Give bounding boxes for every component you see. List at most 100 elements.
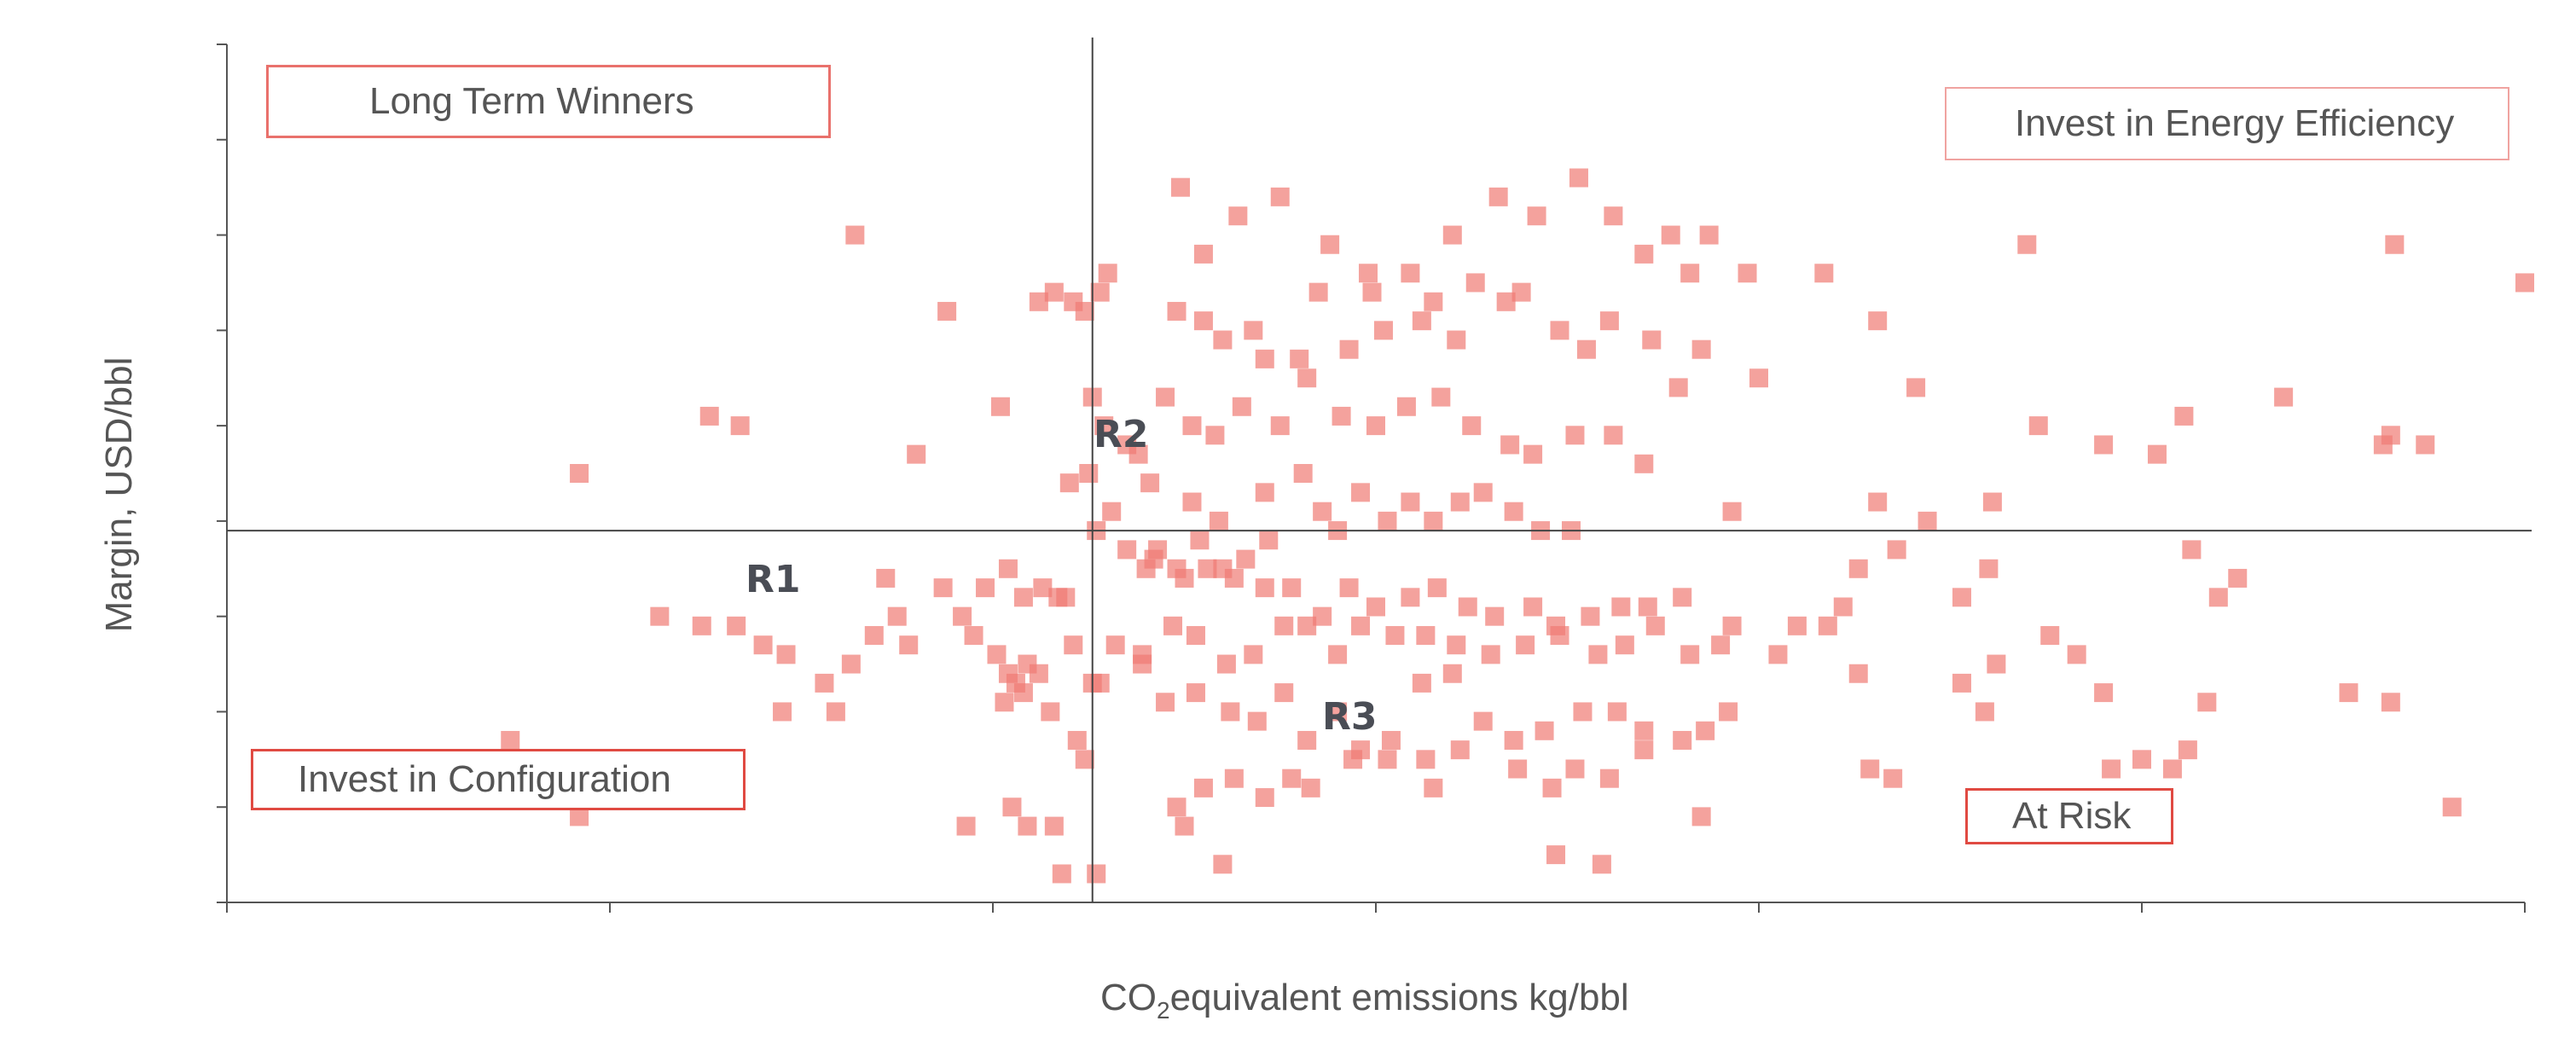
data-point	[1546, 845, 1566, 865]
data-point	[1565, 759, 1585, 779]
data-point	[1282, 578, 1302, 598]
data-point	[1378, 750, 1397, 769]
data-point	[1381, 730, 1401, 750]
data-point	[1075, 750, 1094, 769]
data-point	[1673, 730, 1692, 750]
data-point	[1401, 264, 1420, 283]
data-point	[1638, 597, 1657, 617]
data-point	[1044, 816, 1064, 836]
data-point	[841, 654, 861, 674]
data-point	[1473, 711, 1493, 731]
data-point	[2094, 683, 2114, 703]
data-point	[1366, 416, 1385, 436]
data-point	[1339, 578, 1359, 598]
data-point	[1906, 378, 1926, 397]
data-point	[1244, 321, 1263, 340]
data-point	[826, 702, 845, 722]
data-point	[1056, 588, 1076, 607]
data-point	[753, 635, 773, 655]
data-point	[1270, 416, 1290, 436]
data-point	[1247, 711, 1267, 731]
data-point	[1182, 492, 1202, 512]
data-point	[1447, 330, 1466, 350]
data-point	[1156, 693, 1175, 712]
quadrant-label-text: Invest in Configuration	[298, 758, 671, 800]
data-point	[1013, 588, 1033, 607]
data-point	[1711, 635, 1731, 655]
data-point	[1473, 483, 1493, 502]
data-point	[1193, 311, 1213, 331]
data-point	[2515, 273, 2534, 293]
data-point	[1255, 578, 1274, 598]
data-point	[2197, 693, 2217, 712]
axes	[217, 44, 2526, 913]
data-point	[730, 416, 750, 436]
data-point	[1634, 721, 1654, 740]
data-point	[2174, 406, 2194, 426]
data-point	[1366, 597, 1385, 617]
region-label-r3: R3	[1322, 695, 1378, 739]
data-point	[1634, 244, 1654, 264]
data-point	[1064, 635, 1083, 655]
data-point	[1167, 798, 1186, 817]
data-point	[1401, 492, 1420, 512]
data-point	[1511, 282, 1531, 302]
data-point	[1328, 645, 1348, 664]
data-point	[1527, 206, 1546, 226]
data-point	[953, 606, 972, 626]
data-point	[1680, 645, 1700, 664]
data-point	[2228, 568, 2248, 588]
data-point	[1550, 321, 1569, 340]
data-point	[1213, 330, 1233, 350]
data-point	[1508, 759, 1528, 779]
data-point	[1599, 311, 1619, 331]
data-point	[1680, 264, 1700, 283]
data-point	[1033, 578, 1053, 598]
region-label-r1: R1	[746, 558, 801, 601]
data-point	[1668, 378, 1688, 397]
data-point	[1458, 597, 1477, 617]
data-point	[1144, 549, 1163, 569]
data-point	[1611, 597, 1631, 617]
data-point	[1401, 588, 1420, 607]
data-point	[1029, 292, 1048, 311]
data-point	[1607, 702, 1627, 722]
data-point	[1504, 502, 1523, 521]
data-point	[1351, 616, 1371, 635]
data-point	[1140, 473, 1160, 493]
data-point	[776, 645, 796, 664]
data-point	[1359, 264, 1378, 283]
data-point	[933, 578, 953, 598]
data-point	[1378, 511, 1397, 531]
data-point	[2442, 798, 2462, 817]
quadrant-label-text: Invest in Energy Efficiency	[2015, 102, 2455, 144]
data-point	[1255, 483, 1274, 502]
data-point	[1236, 549, 1256, 569]
data-point	[1442, 225, 1462, 245]
data-point	[2416, 435, 2435, 455]
data-point	[773, 702, 792, 722]
data-point	[937, 301, 957, 321]
data-point	[1952, 673, 1971, 693]
data-point	[1424, 511, 1443, 531]
data-point	[1481, 645, 1500, 664]
data-point	[2067, 645, 2086, 664]
data-point	[1442, 664, 1462, 683]
data-point	[1573, 702, 1593, 722]
data-point	[1193, 778, 1213, 798]
data-point	[1270, 187, 1290, 206]
data-point	[1090, 282, 1110, 302]
data-point	[1328, 702, 1348, 722]
data-point	[1209, 511, 1228, 531]
data-point	[1232, 397, 1251, 416]
data-point	[1221, 702, 1240, 722]
data-point	[1297, 730, 1317, 750]
data-point	[1500, 435, 1520, 455]
data-point	[727, 616, 746, 635]
data-point	[1094, 416, 1114, 436]
data-point	[1090, 673, 1110, 693]
data-point	[1282, 768, 1302, 788]
data-point	[1588, 645, 1608, 664]
data-point	[1228, 206, 1248, 226]
data-point	[964, 626, 983, 646]
